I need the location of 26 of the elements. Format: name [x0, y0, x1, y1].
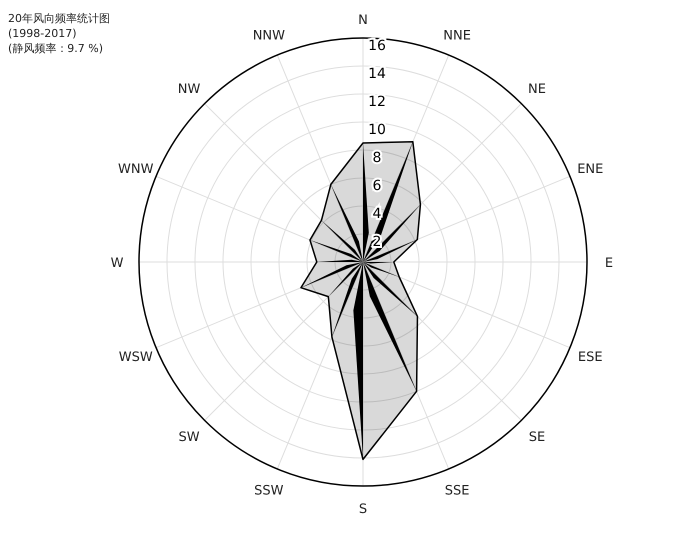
ytick: 16 — [368, 38, 386, 54]
category: SSW — [254, 483, 284, 498]
subtitle: (1998-2017) — [8, 27, 77, 40]
category: SSE — [444, 483, 470, 498]
category: WNW — [118, 162, 154, 177]
category: WSW — [118, 350, 153, 366]
ytick: 14 — [368, 66, 386, 82]
ytick: 12 — [368, 94, 386, 110]
category: NW — [178, 82, 200, 98]
category: E — [604, 256, 614, 271]
category: ENE — [577, 162, 604, 177]
category: NNW — [252, 28, 286, 44]
ytick: 8 — [372, 150, 382, 166]
title: 20年风向频率统计图 — [8, 12, 110, 25]
category: N — [358, 13, 368, 28]
category: S — [358, 502, 368, 517]
ytick: 4 — [372, 206, 382, 222]
category: NNE — [443, 28, 471, 44]
ytick: 10 — [368, 122, 386, 138]
annotation: (静风频率：9.7 %) — [8, 42, 104, 55]
category: NE — [528, 82, 546, 98]
category: ESE — [578, 350, 603, 366]
ytick: 6 — [372, 178, 382, 194]
category: SW — [178, 430, 200, 445]
category: W — [110, 256, 124, 271]
category: SE — [528, 430, 546, 445]
